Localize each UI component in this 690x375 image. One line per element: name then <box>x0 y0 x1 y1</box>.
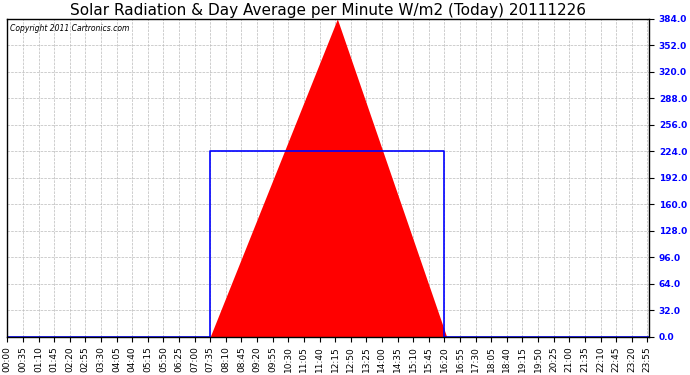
Text: Copyright 2011 Cartronics.com: Copyright 2011 Cartronics.com <box>10 24 130 33</box>
Title: Solar Radiation & Day Average per Minute W/m2 (Today) 20111226: Solar Radiation & Day Average per Minute… <box>70 3 586 18</box>
